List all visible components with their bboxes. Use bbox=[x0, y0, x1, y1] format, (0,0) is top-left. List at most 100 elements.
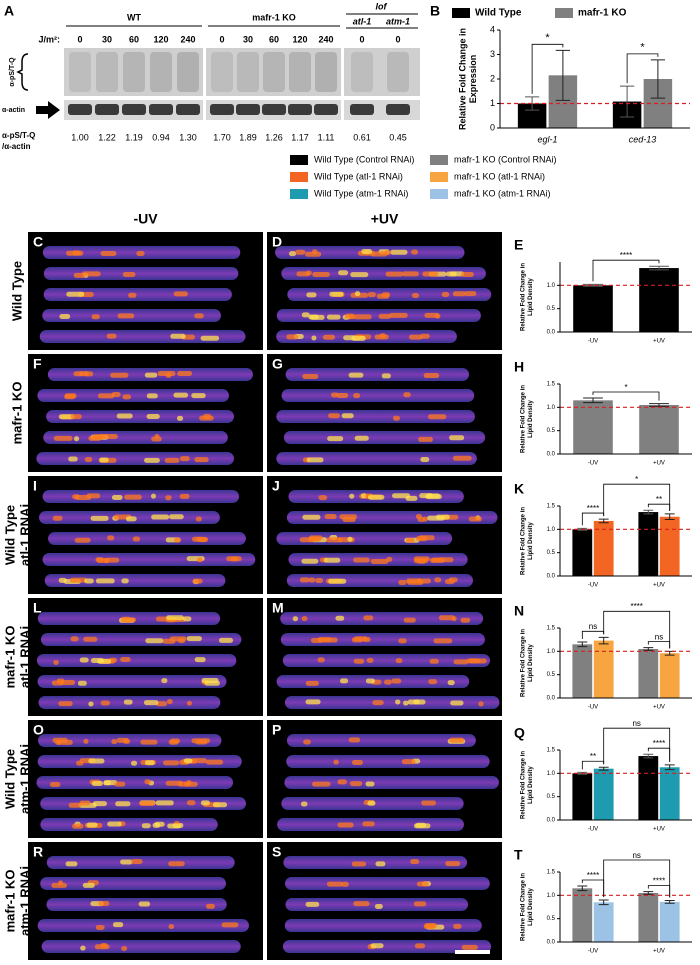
bar bbox=[659, 653, 680, 698]
y-axis-label: Relative Fold Change in bbox=[457, 28, 467, 130]
lipid-signal bbox=[391, 678, 402, 684]
worm bbox=[280, 612, 484, 625]
lipid-signal bbox=[146, 393, 158, 399]
error-bar bbox=[643, 891, 654, 895]
lipid-signal bbox=[403, 392, 411, 398]
lipid-signal bbox=[177, 371, 193, 377]
lipid-signal bbox=[449, 737, 465, 743]
lipid-signal bbox=[107, 821, 122, 827]
lipid-signal bbox=[163, 760, 180, 766]
panel-letter: K bbox=[514, 481, 524, 497]
blot-band bbox=[210, 104, 234, 115]
worm bbox=[42, 553, 256, 566]
lipid-signal bbox=[301, 558, 319, 564]
lipid-signal bbox=[226, 556, 242, 562]
lipid-signal bbox=[83, 738, 89, 744]
lipid-signal bbox=[112, 922, 124, 928]
lipid-signal bbox=[309, 535, 323, 541]
worm bbox=[37, 919, 249, 932]
lipid-signal bbox=[338, 270, 349, 276]
y-axis-label: Relative Fold Change in bbox=[521, 751, 527, 819]
lipid-signal bbox=[66, 250, 84, 256]
lipid-signal bbox=[365, 678, 375, 684]
lipid-signal bbox=[365, 781, 375, 787]
y-axis-label: Relative Fold Change in bbox=[521, 263, 527, 331]
lipid-signal bbox=[84, 578, 94, 584]
significance-bracket bbox=[603, 483, 671, 517]
error-bar bbox=[664, 764, 675, 771]
x-tick-label: -UV bbox=[588, 339, 598, 345]
bar bbox=[593, 768, 614, 820]
lipid-signal bbox=[111, 494, 123, 500]
error-bar bbox=[577, 885, 588, 892]
lipid-signal bbox=[299, 577, 310, 583]
lipid-signal bbox=[154, 821, 165, 827]
lipid-signal bbox=[353, 393, 361, 399]
legend-swatch bbox=[555, 8, 573, 18]
error-bar bbox=[664, 513, 675, 521]
lipid-signal bbox=[324, 514, 337, 520]
lipid-signal bbox=[166, 615, 184, 621]
lipid-signal bbox=[308, 577, 316, 583]
lipid-signal bbox=[194, 457, 209, 463]
lipid-signal bbox=[315, 577, 323, 583]
error-bar bbox=[598, 518, 609, 524]
lipid-signal bbox=[405, 495, 418, 501]
lipid-signal bbox=[384, 679, 392, 685]
lipid-signal bbox=[427, 515, 445, 521]
lipid-signal bbox=[155, 800, 174, 806]
lipid-signal bbox=[167, 823, 182, 829]
lipid-signal bbox=[384, 250, 391, 256]
y-axis-label: Lipid Density bbox=[528, 644, 534, 682]
lipid-signal bbox=[403, 700, 409, 706]
lipid-signal bbox=[328, 578, 347, 584]
panel-letter: F bbox=[33, 356, 42, 372]
blot-smear bbox=[211, 52, 233, 92]
column-header: -UV bbox=[133, 211, 158, 227]
significance-label: ** bbox=[656, 495, 662, 504]
worm bbox=[36, 452, 234, 465]
error-bar bbox=[524, 96, 540, 111]
blot-band bbox=[95, 104, 119, 115]
bar bbox=[639, 405, 679, 454]
lipid-signal bbox=[122, 394, 132, 400]
lipid-signal bbox=[420, 456, 430, 462]
lipid-signal bbox=[120, 657, 131, 663]
y-tick-label: 1.5 bbox=[547, 382, 556, 388]
blot-band bbox=[386, 104, 410, 115]
lipid-signal bbox=[418, 436, 433, 442]
y-tick-label: 3 bbox=[490, 49, 495, 59]
lipid-signal bbox=[100, 250, 117, 256]
worm bbox=[48, 532, 246, 545]
lipid-signal bbox=[413, 823, 431, 829]
lipid-signal bbox=[56, 739, 73, 745]
bar bbox=[573, 285, 613, 332]
worm bbox=[285, 368, 469, 381]
lipid-signal bbox=[416, 881, 429, 887]
lipid-signal bbox=[433, 638, 453, 644]
lipid-signal bbox=[120, 617, 136, 623]
lipid-signal bbox=[429, 658, 439, 664]
lipid-signal bbox=[301, 616, 308, 622]
worm bbox=[281, 267, 486, 280]
lipid-signal bbox=[447, 680, 455, 686]
blot-smear bbox=[69, 52, 91, 92]
panel-letter: Q bbox=[514, 725, 525, 741]
panel-letter: N bbox=[514, 603, 524, 619]
lipid-signal bbox=[434, 577, 442, 583]
lipid-signal bbox=[366, 657, 374, 663]
lipid-signal bbox=[195, 516, 202, 522]
lipid-signal bbox=[428, 679, 438, 685]
blot-band bbox=[236, 104, 260, 115]
lipid-signal bbox=[143, 700, 159, 706]
panel-letter: O bbox=[33, 722, 44, 738]
lipid-signal bbox=[344, 313, 355, 319]
y-axis-label: Lipid Density bbox=[528, 522, 534, 560]
bar bbox=[572, 888, 593, 942]
lipid-signal bbox=[437, 557, 454, 563]
dose: 120 bbox=[153, 34, 168, 44]
lipid-signal bbox=[65, 861, 78, 867]
lipid-signal bbox=[328, 413, 340, 419]
worm bbox=[286, 755, 490, 768]
lipid-signal bbox=[92, 434, 105, 440]
